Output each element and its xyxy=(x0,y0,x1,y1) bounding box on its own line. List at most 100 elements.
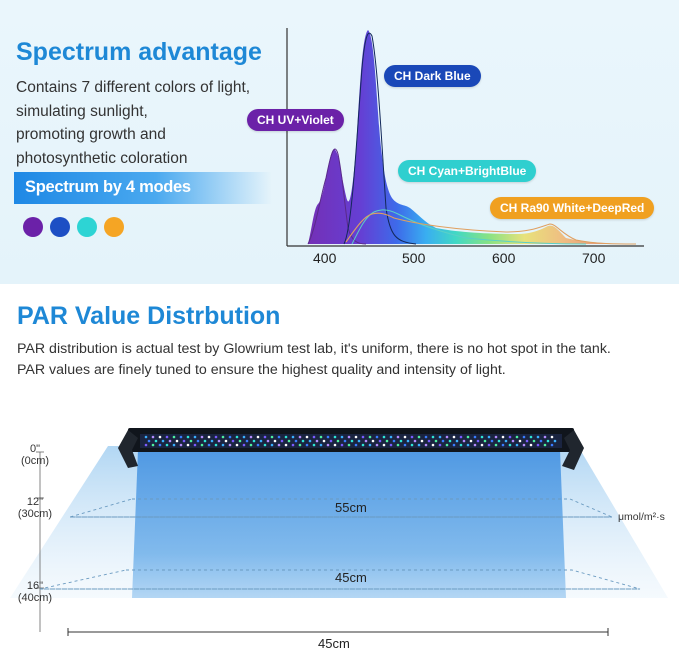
led-dot xyxy=(168,439,172,443)
led-dot xyxy=(368,443,372,447)
led-dot xyxy=(361,435,365,439)
led-dot xyxy=(413,439,417,443)
led-dot xyxy=(434,439,438,443)
depth-0-inch: 0" xyxy=(29,443,41,455)
led-dot xyxy=(452,435,456,439)
depth-40-cm: (40cm) xyxy=(17,592,53,604)
led-dot xyxy=(378,439,382,443)
depth-30-label: 12" (30cm) xyxy=(14,496,56,520)
led-dot xyxy=(284,443,288,447)
led-dot xyxy=(231,439,235,443)
led-dot xyxy=(518,439,522,443)
led-dot xyxy=(483,439,487,443)
par-line-2: PAR values are finely tuned to ensure th… xyxy=(17,362,506,378)
led-dot xyxy=(354,443,358,447)
led-dot xyxy=(294,439,298,443)
led-dot xyxy=(550,435,554,439)
led-dot xyxy=(200,443,204,447)
led-dot xyxy=(466,443,470,447)
led-dot xyxy=(305,443,309,447)
led-dot xyxy=(476,439,480,443)
led-dot xyxy=(291,443,295,447)
led-dots xyxy=(144,435,557,447)
led-dot xyxy=(410,435,414,439)
led-dot xyxy=(298,443,302,447)
spectrum-title: Spectrum advantage xyxy=(16,38,262,66)
led-dot xyxy=(256,435,260,439)
led-dot xyxy=(165,443,169,447)
led-dot xyxy=(298,435,302,439)
led-dot xyxy=(179,435,183,439)
led-dot xyxy=(438,435,442,439)
description-line: Contains 7 different colors of light, xyxy=(16,79,251,96)
led-dot xyxy=(361,443,365,447)
description-line: simulating sunlight, xyxy=(16,102,148,120)
led-dot xyxy=(431,443,435,447)
white-red-curve xyxy=(345,212,637,245)
depth-30-inch: 12" xyxy=(26,496,44,508)
tick-500: 500 xyxy=(402,250,426,266)
spectrum-fill xyxy=(308,30,636,244)
led-dot xyxy=(214,435,218,439)
mode-dot-cyan xyxy=(77,217,97,237)
led-dot xyxy=(473,435,477,439)
description-line: promoting growth and xyxy=(16,126,166,143)
mode-dot-violet xyxy=(23,217,43,237)
tick-700: 700 xyxy=(582,250,606,266)
led-dot xyxy=(455,439,459,443)
led-dot xyxy=(522,443,526,447)
led-dot xyxy=(235,435,239,439)
led-dot xyxy=(441,439,445,443)
led-dot xyxy=(193,443,197,447)
led-dot xyxy=(277,443,281,447)
led-dot xyxy=(207,443,211,447)
led-dot xyxy=(448,439,452,443)
led-dot xyxy=(147,439,151,443)
led-dot xyxy=(536,443,540,447)
led-dot xyxy=(284,435,288,439)
led-dot xyxy=(543,435,547,439)
led-dot xyxy=(385,439,389,443)
led-dot xyxy=(196,439,200,443)
led-dot xyxy=(249,435,253,439)
width-30cm-label: 55cm xyxy=(335,500,367,515)
pill-cyan: CH Cyan+BrightBlue xyxy=(398,160,537,182)
led-dot xyxy=(459,435,463,439)
led-dot xyxy=(329,439,333,443)
led-dot xyxy=(403,443,407,447)
level-plane-40cm xyxy=(39,569,641,590)
led-dot xyxy=(375,443,379,447)
mode-dot-blue xyxy=(50,217,70,237)
depth-0-label: 0" (0cm) xyxy=(16,443,54,467)
led-dot xyxy=(245,439,249,443)
modes-banner: Spectrum by 4 modes xyxy=(14,172,272,204)
led-dot xyxy=(322,439,326,443)
led-dot xyxy=(480,443,484,447)
led-dot xyxy=(210,439,214,443)
led-dot xyxy=(410,443,414,447)
led-dot xyxy=(259,439,263,443)
depth-40-label: 16" (40cm) xyxy=(14,580,56,604)
modes-label: Spectrum by 4 modes xyxy=(25,178,191,196)
led-dot xyxy=(354,435,358,439)
led-dot xyxy=(242,435,246,439)
led-dot xyxy=(273,439,277,443)
led-dot xyxy=(301,439,305,443)
led-dot xyxy=(165,435,169,439)
par-diagram xyxy=(10,428,668,636)
depth-40-inch: 16" xyxy=(26,580,44,592)
led-dot xyxy=(452,443,456,447)
led-dot xyxy=(256,443,260,447)
led-dot xyxy=(186,443,190,447)
led-dot xyxy=(469,439,473,443)
led-dot xyxy=(158,435,162,439)
led-dot xyxy=(445,443,449,447)
led-dot xyxy=(396,435,400,439)
led-dot xyxy=(357,439,361,443)
led-dot xyxy=(214,443,218,447)
led-dot xyxy=(175,439,179,443)
led-dot xyxy=(319,435,323,439)
led-dot xyxy=(249,443,253,447)
led-dot xyxy=(336,439,340,443)
led-dot xyxy=(550,443,554,447)
